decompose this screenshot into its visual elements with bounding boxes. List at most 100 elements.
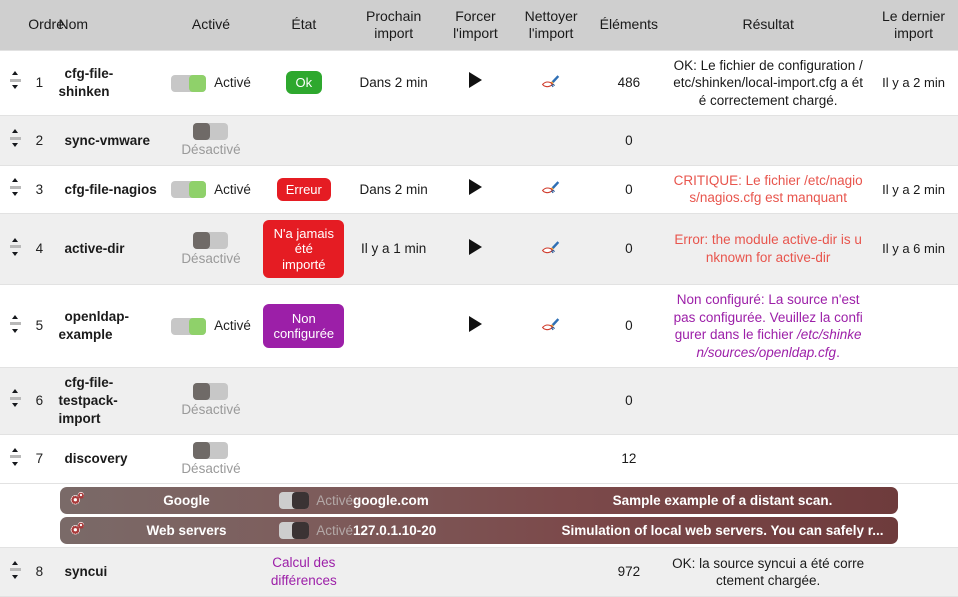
drag-handle-icon[interactable] <box>9 560 21 579</box>
drag-handle-icon[interactable] <box>9 178 21 197</box>
state-cell[interactable]: N'a jamais été importé <box>259 212 349 285</box>
clean-import-cell[interactable] <box>511 283 591 369</box>
header-enabled[interactable]: Activé <box>162 0 260 50</box>
reorder-cell[interactable] <box>0 283 25 369</box>
table-row[interactable]: 5 openldap-example Activé Non configurée 0 No… <box>0 283 958 369</box>
drag-handle-icon[interactable] <box>9 447 21 466</box>
table-row[interactable]: 2 sync-vmware Désactivé 0 <box>0 115 958 166</box>
force-import-cell[interactable] <box>439 547 512 597</box>
enabled-toggle[interactable] <box>193 231 229 249</box>
play-icon[interactable] <box>468 179 482 196</box>
table-row[interactable]: 3 cfg-file-nagios Activé Erreur Dans 2 min 0 C… <box>0 164 958 214</box>
enabled-cell[interactable] <box>162 547 260 597</box>
clean-import-cell[interactable] <box>511 433 591 485</box>
header-state[interactable]: État <box>259 0 349 50</box>
enabled-cell[interactable]: Activé <box>162 283 260 369</box>
enabled-control[interactable]: Désactivé <box>167 122 256 159</box>
table-row[interactable]: 8 syncui Calcul des différences 972 OK: la s… <box>0 547 958 597</box>
force-import-cell[interactable] <box>439 212 512 285</box>
discovery-rule-row[interactable]: Web servers Activé 127.0.1.10-20 Simulation… <box>60 517 898 545</box>
state-cell[interactable]: Non configurée <box>259 283 349 369</box>
header-next-import[interactable]: Prochain import <box>348 0 440 50</box>
header-order[interactable]: Ordre <box>24 0 64 50</box>
state-cell[interactable] <box>259 433 349 485</box>
play-icon[interactable] <box>468 72 482 89</box>
clean-import-cell[interactable] <box>511 164 591 214</box>
reorder-cell[interactable] <box>0 547 25 597</box>
enabled-control[interactable]: Désactivé <box>167 383 256 420</box>
header-name[interactable]: Nom <box>54 0 163 50</box>
enabled-cell[interactable]: Désactivé <box>162 212 260 285</box>
reorder-cell[interactable] <box>0 367 25 435</box>
header-last-import[interactable]: Le dernier import <box>869 0 958 50</box>
force-import-cell[interactable] <box>439 164 512 214</box>
toggle-knob <box>193 231 211 249</box>
reorder-cell[interactable] <box>0 49 25 117</box>
broom-icon[interactable] <box>540 315 562 337</box>
header-elements[interactable]: Éléments <box>590 0 668 50</box>
rule-enabled-control[interactable]: Activé <box>279 492 353 510</box>
table-row[interactable]: 1 cfg-file-shinken Activé Ok Dans 2 min 486 OK… <box>0 49 958 117</box>
enabled-cell[interactable]: Désactivé <box>162 367 260 435</box>
clean-import-cell[interactable] <box>511 49 591 117</box>
header-clean-import[interactable]: Nettoyer l'import <box>511 0 591 50</box>
enabled-cell[interactable]: Activé <box>162 49 260 117</box>
drag-handle-icon[interactable] <box>9 314 21 333</box>
enabled-toggle[interactable] <box>171 181 207 199</box>
state-cell[interactable]: Calcul des différences <box>259 547 349 597</box>
status-badge[interactable]: N'a jamais été importé <box>263 219 345 278</box>
state-cell[interactable]: Erreur <box>259 164 349 214</box>
clean-import-cell[interactable] <box>511 547 591 597</box>
enabled-cell[interactable]: Désactivé <box>162 115 260 166</box>
play-icon[interactable] <box>468 315 482 332</box>
header-result[interactable]: Résultat <box>667 0 870 50</box>
broom-icon[interactable] <box>540 72 562 94</box>
force-import-cell[interactable] <box>439 283 512 369</box>
enabled-control[interactable]: Désactivé <box>167 231 256 268</box>
table-row[interactable]: 7 discovery Désactivé 12 <box>0 433 958 485</box>
rule-enabled-toggle[interactable] <box>279 492 310 510</box>
status-badge[interactable]: Ok <box>285 71 323 95</box>
clean-import-cell[interactable] <box>511 115 591 166</box>
play-icon[interactable] <box>468 238 482 255</box>
enabled-control[interactable]: Désactivé <box>167 441 256 478</box>
state-cell[interactable]: Ok <box>259 49 349 117</box>
broom-icon[interactable] <box>540 238 562 260</box>
reorder-cell[interactable] <box>0 164 25 214</box>
state-cell[interactable] <box>259 115 349 166</box>
clean-import-cell[interactable] <box>511 212 591 285</box>
header-force-import[interactable]: Forcer l'import <box>439 0 512 50</box>
enabled-control[interactable]: Activé <box>167 180 256 199</box>
enabled-toggle[interactable] <box>193 123 229 141</box>
reorder-cell[interactable] <box>0 115 25 166</box>
enabled-cell[interactable]: Désactivé <box>162 433 260 485</box>
state-cell[interactable] <box>259 367 349 435</box>
enabled-toggle[interactable] <box>193 441 229 459</box>
force-import-cell[interactable] <box>439 49 512 117</box>
rule-enabled-toggle[interactable] <box>279 522 310 540</box>
enabled-toggle[interactable] <box>171 74 207 92</box>
reorder-cell[interactable] <box>0 212 25 285</box>
enabled-toggle[interactable] <box>193 383 229 401</box>
broom-icon[interactable] <box>540 178 562 200</box>
enabled-cell[interactable]: Activé <box>162 164 260 214</box>
drag-handle-icon[interactable] <box>9 129 21 148</box>
clean-import-cell[interactable] <box>511 367 591 435</box>
status-badge[interactable]: Erreur <box>276 177 331 202</box>
discovery-rule-row[interactable]: Google Activé google.com Sample example of … <box>60 487 898 515</box>
drag-handle-icon[interactable] <box>9 237 21 256</box>
status-badge[interactable]: Non configurée <box>263 303 345 349</box>
force-import-cell[interactable] <box>439 433 512 485</box>
drag-handle-icon[interactable] <box>9 71 21 90</box>
compute-differences-link[interactable]: Calcul des différences <box>270 555 337 589</box>
table-row[interactable]: 4 active-dir Désactivé N'a jamais été impor… <box>0 212 958 285</box>
enabled-control[interactable]: Activé <box>167 317 256 335</box>
table-row[interactable]: 6 cfg-file-testpack-import Désactivé 0 <box>0 367 958 435</box>
force-import-cell[interactable] <box>439 115 512 166</box>
force-import-cell[interactable] <box>439 367 512 435</box>
drag-handle-icon[interactable] <box>9 389 21 408</box>
reorder-cell[interactable] <box>0 433 25 485</box>
enabled-control[interactable]: Activé <box>167 74 256 92</box>
enabled-toggle[interactable] <box>171 317 207 335</box>
rule-enabled-control[interactable]: Activé <box>279 522 353 540</box>
